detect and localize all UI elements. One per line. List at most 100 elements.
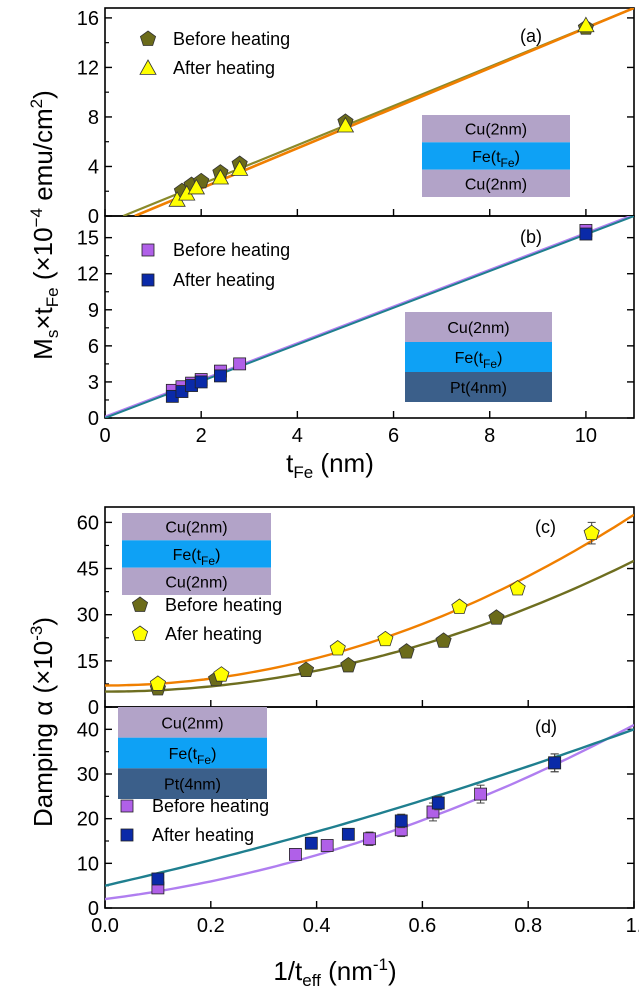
x-tick-label: 6 bbox=[388, 425, 399, 447]
data-point bbox=[341, 827, 355, 841]
panel-tag: (a) bbox=[520, 26, 542, 46]
y-tick-label: 4 bbox=[88, 156, 99, 178]
stack-layer bbox=[122, 567, 271, 595]
stack-layer-label: Fe(tFe) bbox=[455, 350, 503, 371]
stack-layer bbox=[422, 169, 570, 197]
y-tick-label: 9 bbox=[88, 300, 99, 322]
data-point bbox=[579, 227, 593, 241]
legend-marker bbox=[141, 243, 155, 257]
data-point bbox=[230, 160, 249, 176]
x-tick-label: 0.2 bbox=[197, 915, 225, 937]
x-tick-label: 0 bbox=[99, 425, 110, 447]
x-tick-label: 8 bbox=[484, 425, 495, 447]
x-tick-label: 0.8 bbox=[514, 915, 542, 937]
legend-marker bbox=[131, 625, 149, 641]
stack-layer-label: Pt(4nm) bbox=[164, 777, 221, 794]
x-tick-label: 1. bbox=[626, 915, 639, 937]
stack-layer bbox=[405, 372, 552, 402]
legend-marker bbox=[120, 828, 134, 842]
stack-layer-label: Cu(2nm) bbox=[161, 715, 223, 732]
data-point bbox=[394, 814, 408, 828]
data-point bbox=[363, 832, 376, 846]
stack-layer-label: Cu(2nm) bbox=[165, 574, 227, 591]
data-point bbox=[488, 609, 505, 625]
y-tick-label: 30 bbox=[77, 605, 99, 627]
legend-label: Before heating bbox=[173, 29, 290, 49]
legend-label: Afer heating bbox=[165, 624, 262, 644]
data-point bbox=[289, 848, 302, 861]
panel-tag: (d) bbox=[535, 717, 557, 737]
stack-layer bbox=[122, 540, 271, 568]
legend-label: After heating bbox=[173, 270, 275, 290]
stack-layer bbox=[422, 115, 570, 143]
data-point bbox=[211, 168, 230, 185]
y-tick-label: 16 bbox=[77, 8, 99, 30]
data-point bbox=[377, 630, 394, 647]
stack-fe-close: ) bbox=[515, 149, 520, 166]
data-point bbox=[398, 643, 415, 659]
data-point bbox=[233, 357, 247, 371]
y-tick-label: 15 bbox=[77, 651, 99, 673]
data-point bbox=[187, 178, 206, 195]
legend-label: Before heating bbox=[173, 240, 290, 260]
x-tick-label: 0.4 bbox=[303, 915, 331, 937]
data-point bbox=[583, 524, 600, 541]
stack-fe-prefix: Fe(t bbox=[169, 746, 198, 763]
legends: Before heating After heating Before heatin… bbox=[120, 29, 290, 845]
top-y-axis-label: Ms×tFe (×10−4 emu/cm2) bbox=[27, 90, 62, 360]
legend-label: After heating bbox=[173, 58, 275, 78]
axes-frame bbox=[104, 215, 635, 419]
stack-fe-sub: Fe bbox=[483, 357, 497, 371]
stack-fe-sub: Fe bbox=[501, 156, 515, 170]
y-tick-label: 12 bbox=[77, 264, 99, 286]
x-tick-label: 4 bbox=[292, 425, 303, 447]
data-markers bbox=[149, 16, 600, 895]
data-point bbox=[194, 375, 208, 389]
stack-fe-prefix: Fe(t bbox=[472, 149, 501, 166]
stack-layer bbox=[118, 737, 267, 769]
y-tick-label: 30 bbox=[77, 764, 99, 786]
y-tick-label: 10 bbox=[77, 853, 99, 875]
legend-marker bbox=[120, 799, 134, 813]
legend-marker bbox=[141, 273, 155, 287]
data-point bbox=[151, 872, 165, 886]
legend-marker bbox=[139, 59, 157, 75]
stack-layer-label: Pt(4nm) bbox=[450, 380, 507, 397]
top-x-axis-label: tFe (nm) bbox=[286, 448, 374, 482]
stack-fe-sub: Fe bbox=[197, 753, 211, 767]
stack-layer bbox=[122, 513, 271, 541]
y-tick-label: 15 bbox=[77, 228, 99, 250]
data-point bbox=[577, 16, 595, 33]
legend-label: After heating bbox=[152, 825, 254, 845]
panel-tag: (c) bbox=[535, 517, 556, 537]
x-tick-label: 0.0 bbox=[91, 915, 119, 937]
y-tick-label: 3 bbox=[88, 372, 99, 394]
y-tick-label: 6 bbox=[88, 336, 99, 358]
stack-layer bbox=[422, 142, 570, 170]
stack-layer-label: Fe(tFe) bbox=[169, 746, 217, 767]
bottom-y-axis-label: Damping α (×10-3) bbox=[27, 617, 58, 827]
stack-layer-label: Fe(tFe) bbox=[472, 149, 520, 170]
stack-layer-label: Cu(2nm) bbox=[465, 122, 527, 139]
stack-fe-close: ) bbox=[497, 350, 502, 367]
y-tick-label: 12 bbox=[77, 57, 99, 79]
stack-fe-sub: Fe bbox=[201, 554, 215, 568]
data-point bbox=[149, 675, 166, 691]
y-tick-label: 40 bbox=[77, 719, 99, 741]
fit-line bbox=[105, 513, 634, 687]
stack-layer bbox=[405, 312, 552, 342]
x-tick-label: 0.6 bbox=[408, 915, 436, 937]
data-point bbox=[548, 756, 562, 770]
y-tick-label: 20 bbox=[77, 809, 99, 831]
panel-tag: (b) bbox=[520, 227, 542, 247]
stack-fe-close: ) bbox=[211, 746, 216, 763]
legend-label: Before heating bbox=[165, 595, 282, 615]
data-point bbox=[329, 640, 346, 656]
data-point bbox=[304, 836, 318, 850]
y-tick-label: 0 bbox=[88, 206, 99, 228]
stack-fe-close: ) bbox=[215, 547, 220, 564]
legend-marker bbox=[139, 30, 157, 46]
stack-layer bbox=[118, 768, 267, 799]
layer-stacks: Cu(2nm)Fe(tFe)Cu(2nm)Cu(2nm)Fe(tFe)Pt(4n… bbox=[118, 115, 570, 799]
